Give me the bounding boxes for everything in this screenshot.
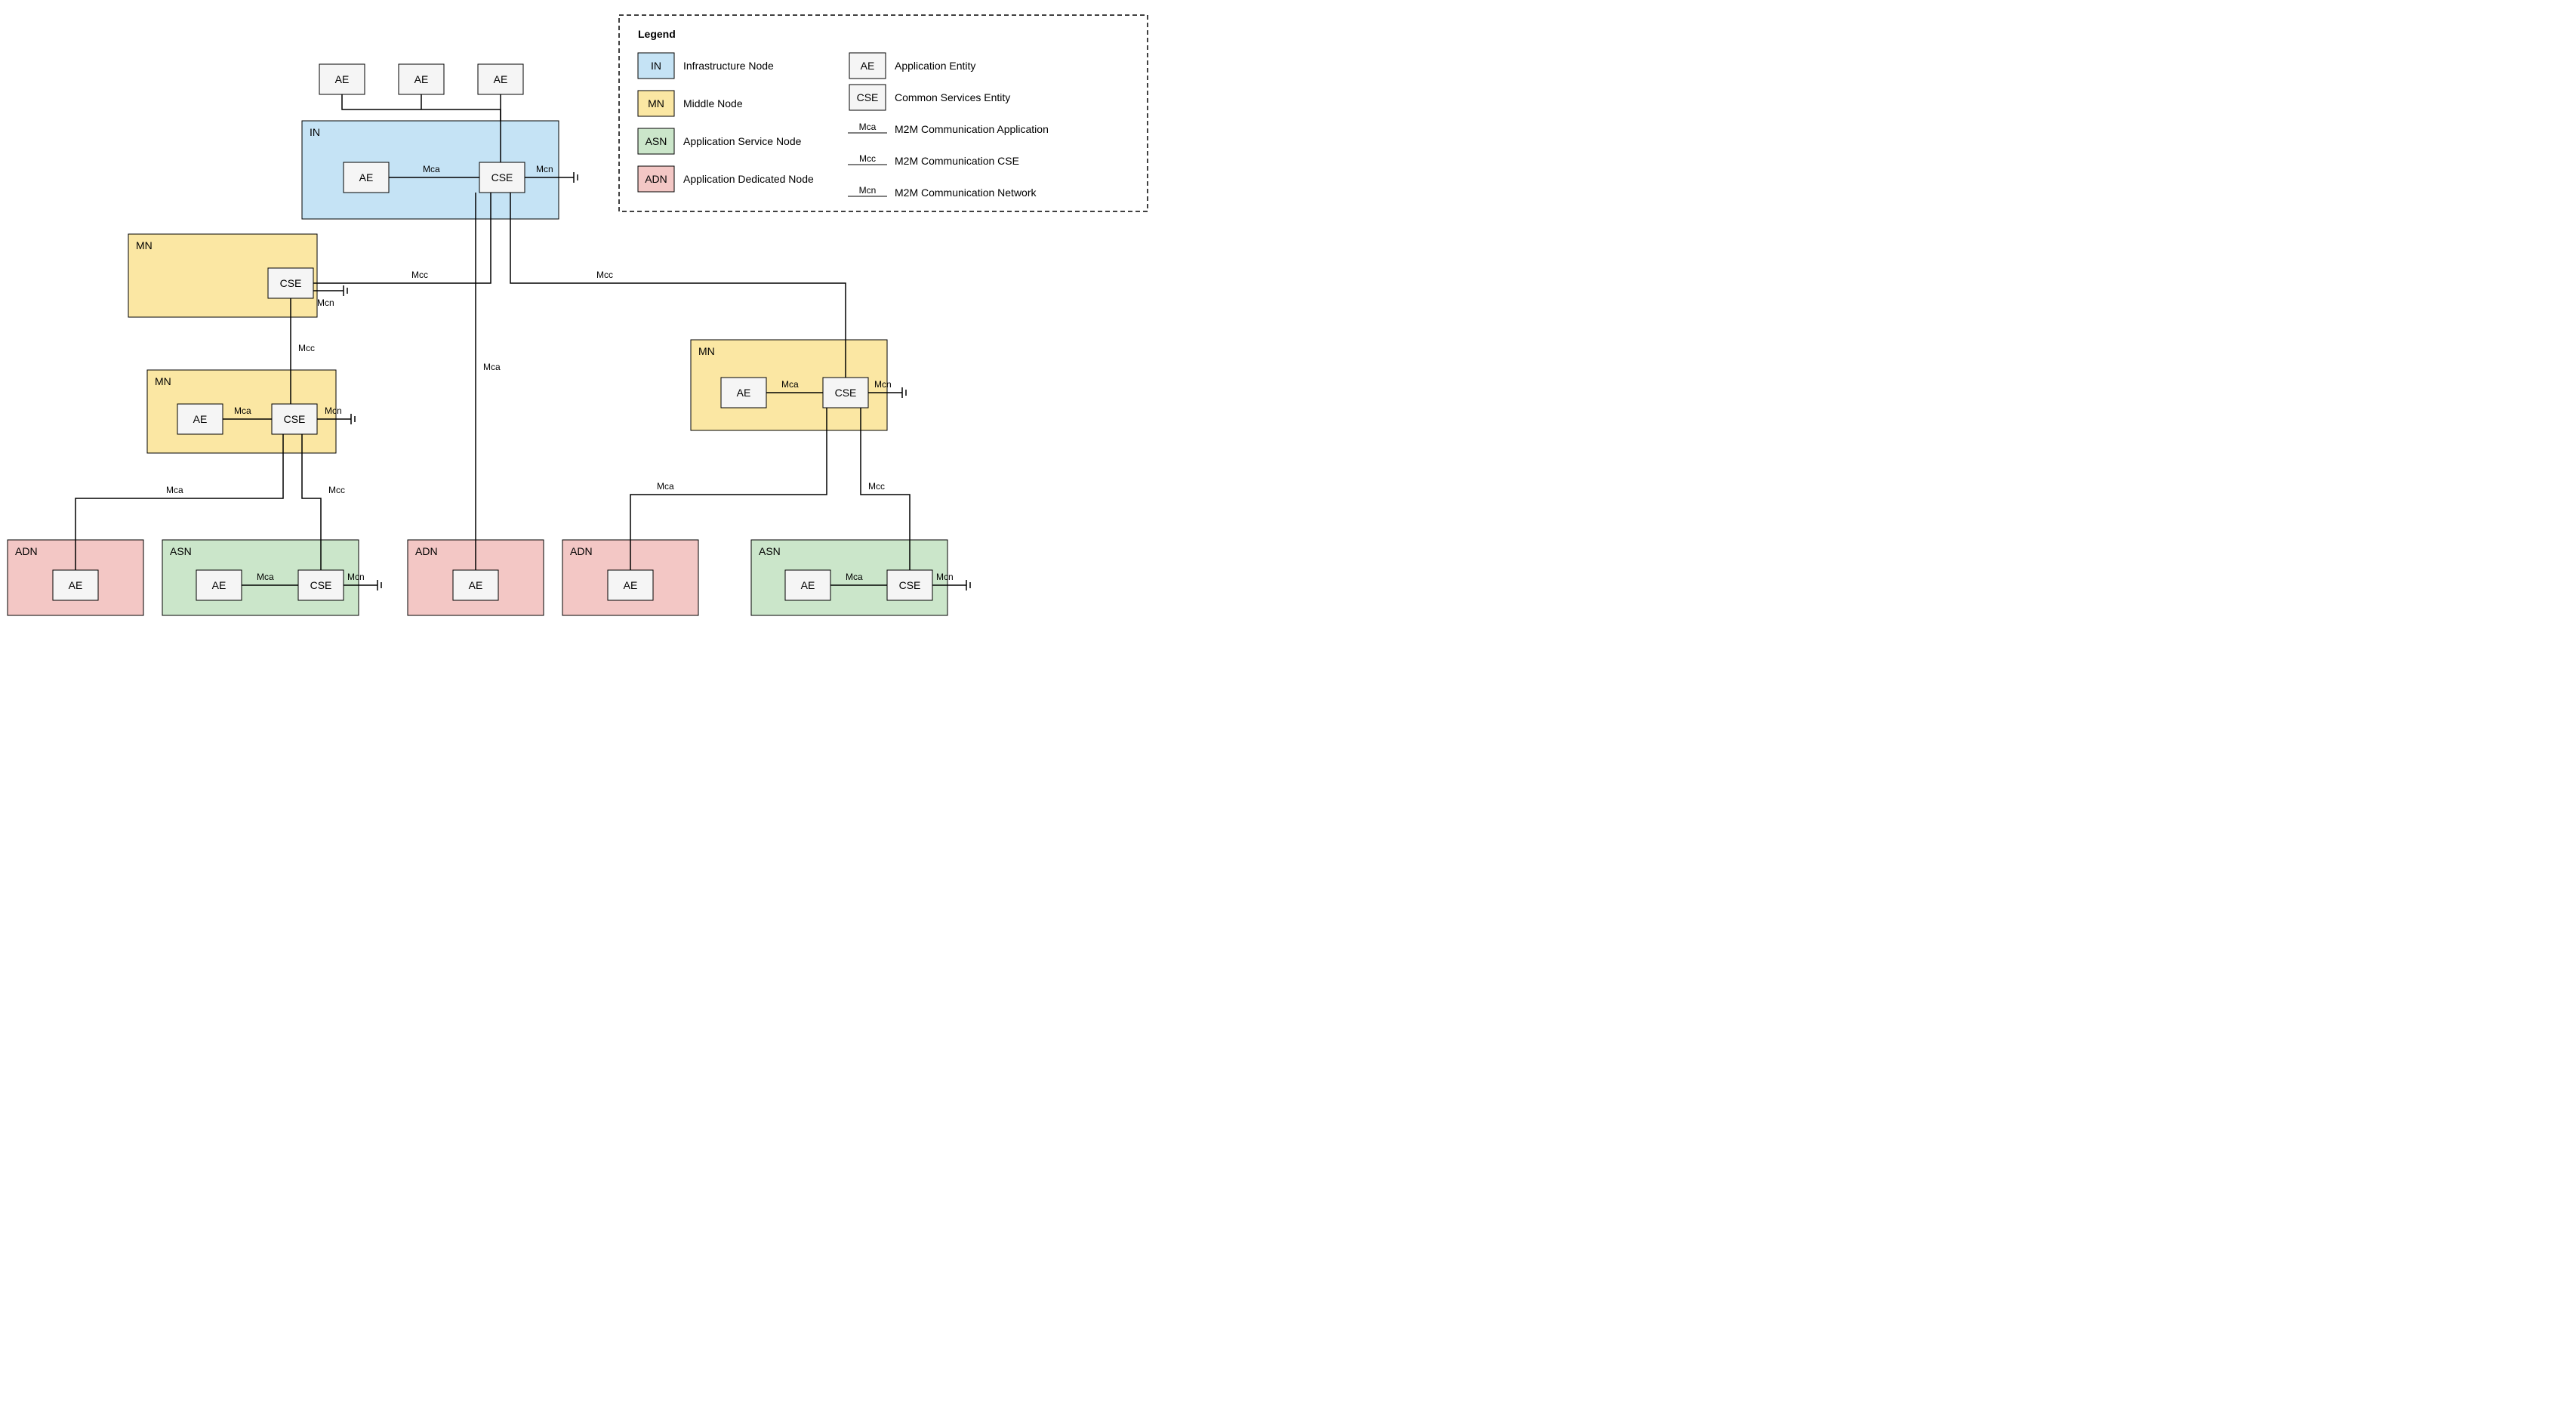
entity-label: AE xyxy=(69,579,83,591)
entity-label: CSE xyxy=(310,579,332,591)
container-label: ADN xyxy=(15,545,38,557)
entity-adn3-ae: AE xyxy=(608,570,653,600)
network-diagram: Legend IN Infrastructure Node MN Middle Nod… xyxy=(0,0,1163,642)
entity-ae-top3: AE xyxy=(478,64,523,94)
edge-label: Mca xyxy=(483,362,501,372)
edge-label: Mca xyxy=(846,572,863,582)
edge-label: Mcn xyxy=(536,164,553,174)
edge-label: Mcn xyxy=(317,298,334,308)
legend-item-mca: Mca M2M Communication Application xyxy=(848,122,1049,135)
entity-label: AE xyxy=(212,579,226,591)
container-label: MN xyxy=(155,375,171,387)
legend-tag: ASN xyxy=(646,135,667,147)
legend-item-cse: CSE Common Services Entity xyxy=(849,85,1010,110)
edge-label: Mcc xyxy=(328,485,345,495)
entity-label: CSE xyxy=(280,277,302,289)
edge-9: Mcn xyxy=(313,285,347,308)
entity-adn2-ae: AE xyxy=(453,570,498,600)
entity-in-ae: AE xyxy=(344,162,389,193)
legend-tag: MN xyxy=(648,97,664,109)
legend-item-in: IN Infrastructure Node xyxy=(638,53,774,79)
legend-item-asn: ASN Application Service Node xyxy=(638,128,802,154)
entity-ae-top1: AE xyxy=(319,64,365,94)
entity-mn2-cse: CSE xyxy=(272,404,317,434)
edge-8: Mca xyxy=(476,193,501,570)
container-label: IN xyxy=(310,126,320,138)
entity-asn2-ae: AE xyxy=(785,570,830,600)
edge-label: Mcn xyxy=(325,405,342,416)
legend-tag: ADN xyxy=(645,173,667,185)
containers: IN MN MN MN ADN ASN ADN ADN ASN xyxy=(8,121,948,615)
entity-label: AE xyxy=(494,73,508,85)
legend-text: M2M Communication Application xyxy=(895,123,1049,135)
edge-label: Mcc xyxy=(298,343,315,353)
edge-label: Mcc xyxy=(868,481,885,492)
legend-text: Application Service Node xyxy=(683,135,802,147)
legend-ref: Mcn xyxy=(859,185,877,196)
legend-tag: AE xyxy=(861,60,875,72)
entity-asn1-cse: CSE xyxy=(298,570,344,600)
container-label: MN xyxy=(698,345,715,357)
legend-left: IN Infrastructure Node MN Middle Node ASN App… xyxy=(638,53,814,192)
edge-label: Mca xyxy=(257,572,274,582)
entity-label: AE xyxy=(801,579,815,591)
container-label: ASN xyxy=(759,545,781,557)
legend-item-mn: MN Middle Node xyxy=(638,91,743,116)
entity-mn3-ae: AE xyxy=(721,378,766,408)
edge-label: Mcn xyxy=(874,379,892,390)
legend-title: Legend xyxy=(638,28,676,40)
edge-label: Mca xyxy=(781,379,799,390)
container-label: ASN xyxy=(170,545,192,557)
edge-label: Mca xyxy=(657,481,674,492)
entity-label: AE xyxy=(737,387,751,399)
entity-label: CSE xyxy=(491,171,513,183)
entity-in-cse: CSE xyxy=(479,162,525,193)
legend-item-mcc: Mcc M2M Communication CSE xyxy=(848,153,1019,167)
edge-label: Mcc xyxy=(596,270,613,280)
container-label: ADN xyxy=(570,545,593,557)
legend-text: Application Entity xyxy=(895,60,975,72)
entity-ae-top2: AE xyxy=(399,64,444,94)
entity-mn3-cse: CSE xyxy=(823,378,868,408)
legend-text: Application Dedicated Node xyxy=(683,173,814,185)
entity-asn2-cse: CSE xyxy=(887,570,932,600)
legend-text: M2M Communication CSE xyxy=(895,155,1019,167)
entity-label: AE xyxy=(193,413,208,425)
entity-label: AE xyxy=(414,73,429,85)
legend-ref: Mcc xyxy=(859,153,876,164)
edge-label: Mcc xyxy=(411,270,428,280)
edge-label: Mca xyxy=(423,164,440,174)
legend-right: AE Application Entity CSE Common Services E… xyxy=(848,53,1049,199)
container-label: ADN xyxy=(415,545,438,557)
legend-text: Common Services Entity xyxy=(895,91,1010,103)
legend-tag: CSE xyxy=(857,91,879,103)
container-label: MN xyxy=(136,239,153,251)
legend-item-ae: AE Application Entity xyxy=(849,53,975,79)
entity-label: CSE xyxy=(899,579,921,591)
legend: Legend IN Infrastructure Node MN Middle Nod… xyxy=(619,15,1148,211)
entity-label: AE xyxy=(335,73,350,85)
entity-label: AE xyxy=(469,579,483,591)
legend-text: M2M Communication Network xyxy=(895,187,1037,199)
entity-label: AE xyxy=(624,579,638,591)
legend-item-adn: ADN Application Dedicated Node xyxy=(638,166,814,192)
edge-label: Mca xyxy=(166,485,183,495)
entity-asn1-ae: AE xyxy=(196,570,242,600)
edge-label: Mcn xyxy=(936,572,954,582)
entity-mn1-cse: CSE xyxy=(268,268,313,298)
entity-label: CSE xyxy=(835,387,857,399)
edge-label: Mca xyxy=(234,405,251,416)
legend-item-mcn: Mcn M2M Communication Network xyxy=(848,185,1037,199)
entity-label: CSE xyxy=(284,413,306,425)
legend-ref: Mca xyxy=(859,122,877,132)
legend-tag: IN xyxy=(651,60,661,72)
entity-adn1-ae: AE xyxy=(53,570,98,600)
legend-text: Middle Node xyxy=(683,97,743,109)
entity-mn2-ae: AE xyxy=(177,404,223,434)
legend-text: Infrastructure Node xyxy=(683,60,774,72)
entity-label: AE xyxy=(359,171,374,183)
edge-label: Mcn xyxy=(347,572,365,582)
